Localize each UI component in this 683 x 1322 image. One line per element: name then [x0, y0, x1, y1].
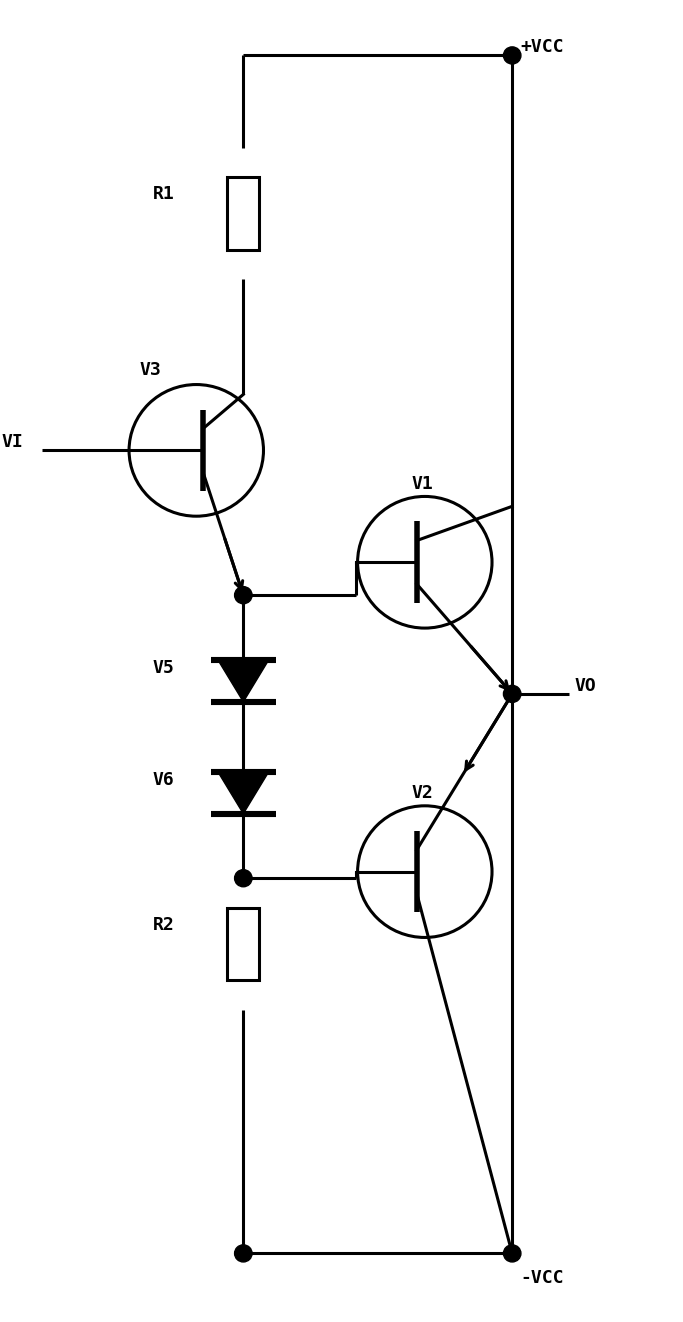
Text: V5: V5 — [152, 658, 174, 677]
Circle shape — [503, 46, 521, 63]
Text: VI: VI — [1, 434, 23, 451]
Text: +VCC: +VCC — [520, 38, 563, 56]
Text: V6: V6 — [152, 771, 174, 789]
Polygon shape — [218, 660, 269, 702]
Circle shape — [234, 587, 252, 604]
Bar — [227, 908, 260, 980]
Ellipse shape — [358, 497, 492, 628]
Text: V3: V3 — [139, 361, 161, 378]
Bar — [227, 177, 260, 250]
Text: V1: V1 — [411, 475, 433, 493]
Polygon shape — [218, 772, 269, 814]
Ellipse shape — [129, 385, 264, 516]
Ellipse shape — [358, 806, 492, 937]
Text: V2: V2 — [411, 784, 433, 802]
Text: R2: R2 — [152, 916, 174, 933]
Text: VO: VO — [574, 677, 596, 694]
Text: R1: R1 — [152, 185, 174, 204]
Circle shape — [503, 1245, 521, 1263]
Circle shape — [503, 685, 521, 702]
Circle shape — [234, 1245, 252, 1263]
Circle shape — [234, 870, 252, 887]
Text: -VCC: -VCC — [520, 1269, 563, 1288]
